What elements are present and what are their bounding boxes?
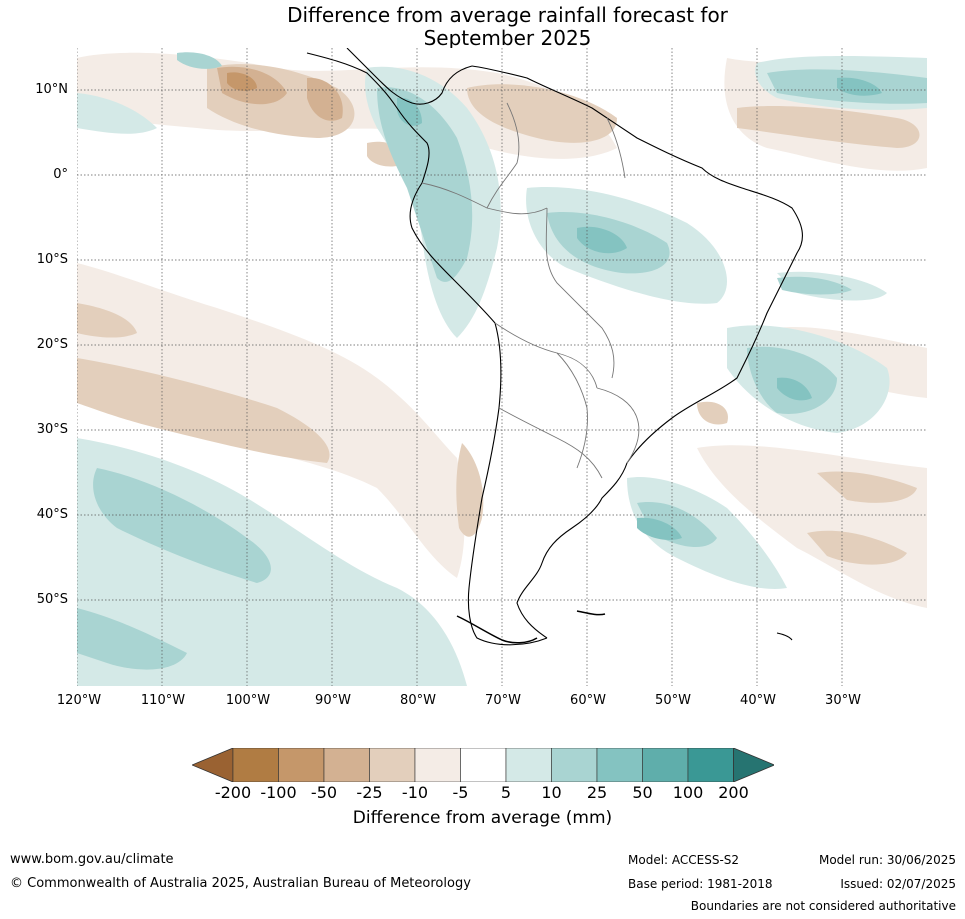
legend-tick: 10: [541, 783, 562, 802]
legend-swatch: [278, 748, 325, 782]
legend-swatch: [505, 748, 552, 782]
footer-base-period: Base period: 1981-2018: [628, 877, 773, 891]
anomaly-fill-wet: [77, 52, 927, 686]
legend-tick: 50: [632, 783, 653, 802]
lon-label-70w: 70°W: [485, 693, 521, 708]
colour-legend: [192, 748, 774, 782]
footer-copyright: © Commonwealth of Australia 2025, Austra…: [10, 876, 471, 891]
legend-title: Difference from average (mm): [352, 808, 613, 828]
footer-url[interactable]: www.bom.gov.au/climate: [10, 852, 174, 867]
legend-tick: -5: [452, 783, 469, 802]
lon-label-40w: 40°W: [740, 693, 776, 708]
footer-model: Model: ACCESS-S2: [628, 853, 740, 867]
lon-label-120w: 120°W: [56, 693, 102, 708]
map-title: Difference from average rainfall forecas…: [0, 4, 965, 50]
lat-label-0: 0°: [53, 167, 68, 182]
country-borders: [421, 102, 640, 479]
legend-swatch: [596, 748, 643, 782]
title-line-2: September 2025: [423, 26, 592, 50]
lon-label-100w: 100°W: [225, 693, 271, 708]
legend-tick: -25: [356, 783, 383, 802]
legend-arrow-low: [192, 748, 234, 782]
lat-label-40s: 40°S: [36, 507, 68, 522]
legend-tick: -200: [214, 783, 252, 802]
legend-swatch: [642, 748, 689, 782]
footer-disclaimer: Boundaries are not considered authoritat…: [690, 899, 956, 913]
footer-issued: Issued: 02/07/2025: [840, 877, 956, 891]
coastlines: [306, 48, 803, 646]
lat-label-10n: 10°N: [35, 82, 68, 97]
footer-model-run: Model run: 30/06/2025: [818, 853, 956, 867]
title-line-1: Difference from average rainfall forecas…: [287, 3, 728, 27]
legend-arrow-high: [733, 748, 774, 782]
lon-label-90w: 90°W: [315, 693, 351, 708]
legend-swatch: [551, 748, 598, 782]
legend-swatch: [323, 748, 370, 782]
legend-swatch: [232, 748, 279, 782]
rainfall-map: [77, 48, 927, 686]
legend-tick: -50: [310, 783, 338, 802]
legend-tick: 25: [586, 783, 608, 802]
legend-swatch: [687, 748, 734, 782]
lon-label-110w: 110°W: [140, 693, 186, 708]
lon-label-80w: 80°W: [400, 693, 436, 708]
lon-label-30w: 30°W: [825, 693, 861, 708]
legend-tick: -10: [401, 783, 429, 802]
legend-swatch: [369, 748, 416, 782]
legend-swatch: [414, 748, 461, 782]
legend-tick: 100: [672, 783, 704, 802]
lat-label-30s: 30°S: [36, 422, 68, 437]
legend-swatch: [460, 748, 507, 782]
lat-label-20s: 20°S: [36, 337, 68, 352]
legend-tick: 5: [500, 783, 512, 802]
lon-label-60w: 60°W: [570, 693, 606, 708]
lat-label-10s: 10°S: [36, 252, 68, 267]
legend-tick: -100: [260, 783, 297, 802]
lon-label-50w: 50°W: [655, 693, 691, 708]
lat-label-50s: 50°S: [36, 592, 68, 607]
legend-tick: 200: [718, 783, 749, 802]
